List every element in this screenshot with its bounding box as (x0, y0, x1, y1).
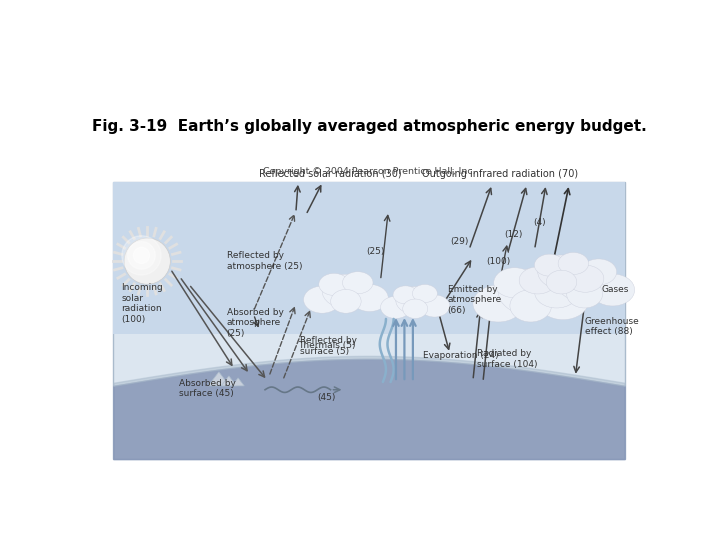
Text: (45): (45) (318, 393, 336, 402)
Ellipse shape (526, 265, 567, 295)
Ellipse shape (558, 252, 589, 274)
Ellipse shape (580, 259, 616, 285)
Ellipse shape (538, 255, 585, 289)
Ellipse shape (402, 299, 428, 319)
Text: (100): (100) (486, 256, 510, 266)
Ellipse shape (546, 270, 577, 294)
Ellipse shape (413, 285, 437, 302)
Polygon shape (221, 376, 237, 386)
Circle shape (122, 236, 161, 275)
Ellipse shape (396, 287, 435, 314)
Text: Absorbed by
atmosphere
(25): Absorbed by atmosphere (25) (227, 308, 284, 338)
Ellipse shape (498, 269, 563, 315)
Text: Evaporation (24): Evaporation (24) (423, 352, 498, 360)
Ellipse shape (510, 289, 552, 322)
Ellipse shape (322, 274, 369, 308)
Polygon shape (208, 372, 230, 386)
Text: Copyright © 2004 Pearson Prentice Hall, Inc.: Copyright © 2004 Pearson Prentice Hall, … (263, 166, 475, 176)
Text: Gases: Gases (601, 285, 629, 294)
Text: Reflected solar radiation (30): Reflected solar radiation (30) (259, 169, 402, 179)
Text: (25): (25) (366, 247, 384, 256)
Text: Radiated by
surface (104): Radiated by surface (104) (477, 349, 537, 369)
Ellipse shape (567, 280, 603, 308)
Text: Reflected by
surface (5): Reflected by surface (5) (300, 336, 356, 355)
Text: Absorbed by
surface (45): Absorbed by surface (45) (179, 379, 235, 398)
Ellipse shape (538, 283, 588, 320)
Circle shape (124, 238, 171, 284)
Ellipse shape (552, 261, 589, 287)
Ellipse shape (534, 254, 565, 276)
FancyBboxPatch shape (113, 182, 625, 459)
Polygon shape (232, 378, 244, 386)
Ellipse shape (393, 286, 418, 304)
Circle shape (127, 241, 156, 269)
Ellipse shape (494, 268, 535, 298)
Text: Reflected by
atmosphere (25): Reflected by atmosphere (25) (228, 252, 303, 271)
Text: Greenhouse
effect (88): Greenhouse effect (88) (585, 317, 639, 336)
Ellipse shape (473, 285, 523, 322)
Ellipse shape (419, 295, 450, 317)
Text: (4): (4) (534, 218, 546, 227)
Ellipse shape (557, 262, 613, 302)
Ellipse shape (304, 286, 341, 313)
Ellipse shape (381, 296, 411, 319)
Ellipse shape (330, 289, 361, 313)
Ellipse shape (567, 265, 604, 292)
Ellipse shape (590, 274, 634, 306)
Ellipse shape (351, 285, 388, 312)
Text: Outgoing infrared radiation (70): Outgoing infrared radiation (70) (422, 169, 578, 179)
Circle shape (133, 247, 150, 264)
Text: Thermals (5): Thermals (5) (298, 341, 356, 350)
Ellipse shape (534, 276, 579, 308)
FancyBboxPatch shape (113, 182, 625, 334)
Ellipse shape (519, 267, 557, 294)
Text: Fig. 3-19  Earth’s globally averaged atmospheric energy budget.: Fig. 3-19 Earth’s globally averaged atmo… (91, 119, 647, 134)
Text: (29): (29) (450, 238, 468, 246)
Ellipse shape (319, 273, 349, 295)
Ellipse shape (343, 272, 373, 294)
Text: Incoming
solar
radiation
(100): Incoming solar radiation (100) (121, 284, 163, 323)
Text: Emitted by
atmosphere
(66): Emitted by atmosphere (66) (448, 285, 502, 314)
Text: (12): (12) (505, 230, 523, 239)
